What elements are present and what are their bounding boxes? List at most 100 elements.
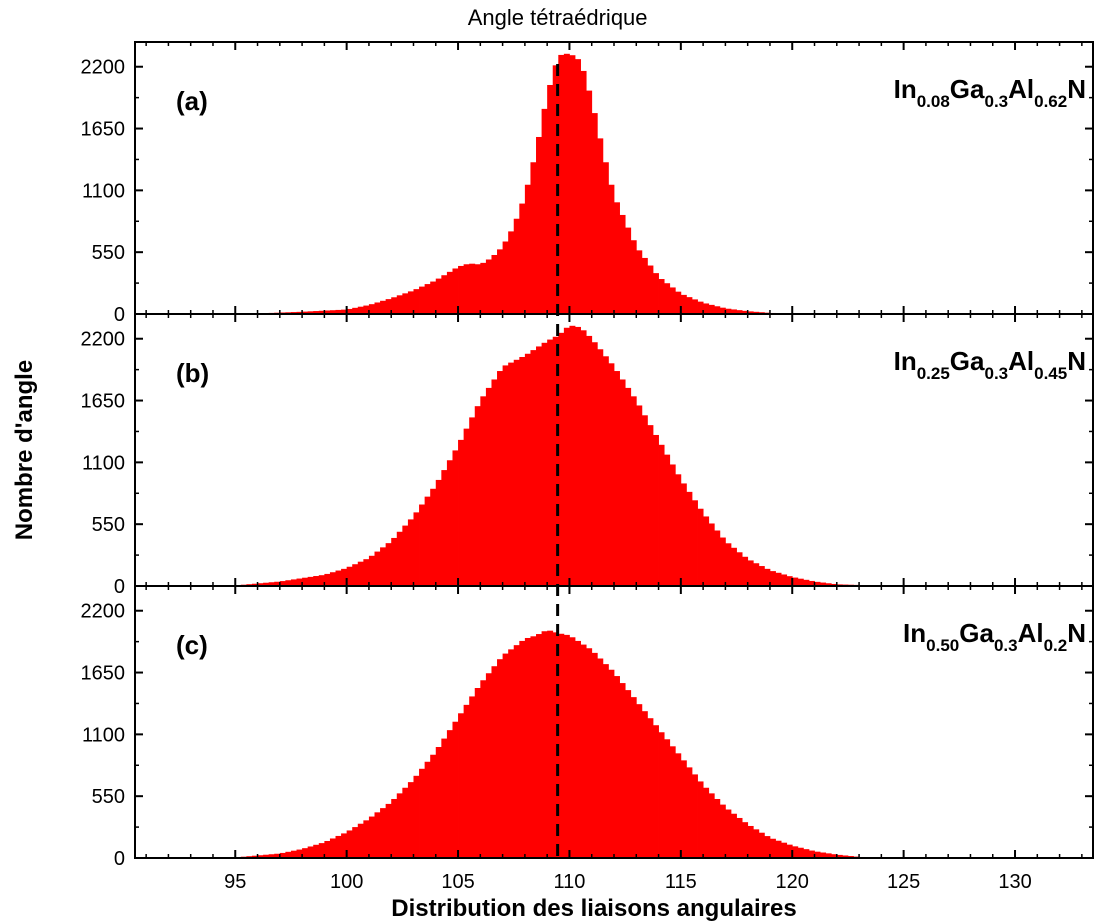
histogram-bar <box>285 580 292 586</box>
histogram-bar <box>580 70 587 314</box>
formula-element: In <box>894 74 917 104</box>
histogram-bar <box>458 439 465 586</box>
histogram-bar <box>825 583 832 586</box>
histogram-bar <box>497 371 503 586</box>
y-tick-label: 550 <box>92 242 125 264</box>
histogram-bar <box>352 564 359 586</box>
histogram-bar <box>469 417 476 586</box>
chart-title: Angle tétraédrique <box>468 5 648 30</box>
histogram-bar <box>597 138 604 314</box>
histogram-bar <box>391 798 398 858</box>
histogram-bar <box>274 581 281 586</box>
histogram-bar <box>764 836 771 858</box>
histogram-bar <box>641 257 648 314</box>
histogram-bar <box>730 309 737 314</box>
histogram-bar <box>831 583 838 586</box>
y-tick-label: 2200 <box>81 57 126 79</box>
histogram-bar <box>435 278 442 314</box>
histogram-bar <box>714 306 721 314</box>
histogram-bar <box>446 460 453 586</box>
histogram-bar <box>619 379 626 586</box>
histogram-bar <box>842 855 849 858</box>
histogram-bar <box>697 301 704 314</box>
histogram-bar <box>836 854 843 858</box>
histogram-bar <box>652 273 659 314</box>
y-tick-label: 550 <box>92 786 125 808</box>
histogram-bar <box>820 852 827 858</box>
histogram-bar <box>541 631 548 858</box>
histogram-bar <box>441 738 448 858</box>
histogram-bar <box>513 645 520 858</box>
histogram-bar <box>329 572 336 586</box>
formula-element: In <box>894 346 917 376</box>
formula-subscript: 0.62 <box>1034 92 1067 111</box>
histogram-bar <box>519 203 526 314</box>
histogram-bar <box>508 362 515 586</box>
histogram-bar <box>625 387 632 586</box>
histogram-bar <box>781 842 788 858</box>
histogram-bar <box>279 581 286 586</box>
histogram-bar <box>474 406 481 586</box>
histogram-bar <box>407 291 414 314</box>
histogram-bar <box>524 637 531 858</box>
histogram-bar <box>714 798 721 858</box>
histogram-bar <box>263 582 270 586</box>
histogram-bar <box>446 730 453 858</box>
histogram-bar <box>435 479 442 586</box>
histogram-bar <box>558 633 565 858</box>
histogram-bar <box>452 268 459 314</box>
histogram-bar <box>608 363 615 586</box>
x-tick-label: 110 <box>553 871 585 893</box>
histogram-bar <box>329 310 336 314</box>
histogram-bar <box>469 696 476 858</box>
histogram-bar <box>547 630 554 858</box>
histogram-bar <box>708 304 715 314</box>
histogram-bar <box>669 464 676 586</box>
histogram-bar <box>318 575 325 586</box>
y-tick-label: 1650 <box>81 391 126 413</box>
histogram-bar <box>591 342 598 586</box>
histogram-bar <box>508 649 515 858</box>
histogram-bar <box>736 552 743 586</box>
formula-element: Ga <box>950 74 985 104</box>
y-tick-label: 0 <box>114 848 125 870</box>
histogram-bar <box>591 652 598 858</box>
histogram-bar <box>374 551 381 586</box>
formula-element: Ga <box>959 618 994 648</box>
histogram-bar <box>290 850 297 858</box>
histogram-bar <box>474 264 481 314</box>
histogram-bar <box>296 311 303 314</box>
histogram-bar <box>747 311 754 314</box>
histogram-bar <box>675 753 682 858</box>
x-tick-label: 130 <box>998 871 1031 893</box>
histogram-bar <box>458 713 465 858</box>
histogram-bar <box>380 547 387 586</box>
y-tick-label: 1650 <box>81 663 126 685</box>
x-tick-label: 100 <box>330 871 363 893</box>
histogram-bar <box>614 371 620 586</box>
histogram-bar <box>485 387 492 586</box>
histogram-bar <box>675 291 682 314</box>
histogram-bar <box>357 561 364 586</box>
histogram-bar <box>625 690 632 858</box>
histogram-bar <box>664 283 671 314</box>
histogram-bar <box>402 525 409 586</box>
histogram-bar <box>452 450 459 586</box>
histogram-bar <box>502 241 509 314</box>
histogram-bar <box>747 560 754 586</box>
histogram-bar <box>341 309 348 314</box>
histogram-bar <box>380 808 387 858</box>
histogram-bar <box>591 113 598 314</box>
histogram-bar <box>575 59 581 314</box>
histogram-bar <box>775 840 782 858</box>
x-axis-title: Distribution des liaisons angulaires <box>391 895 796 922</box>
histogram-bar <box>430 488 437 586</box>
formula-element: Al <box>1008 74 1034 104</box>
histogram-bar <box>597 349 604 586</box>
histogram-bar <box>625 227 632 314</box>
x-tick-label: 95 <box>224 871 246 893</box>
histogram-bar <box>697 781 704 858</box>
histogram-bar <box>580 330 587 586</box>
histogram-bar <box>792 577 799 586</box>
histogram-bar <box>352 307 359 314</box>
